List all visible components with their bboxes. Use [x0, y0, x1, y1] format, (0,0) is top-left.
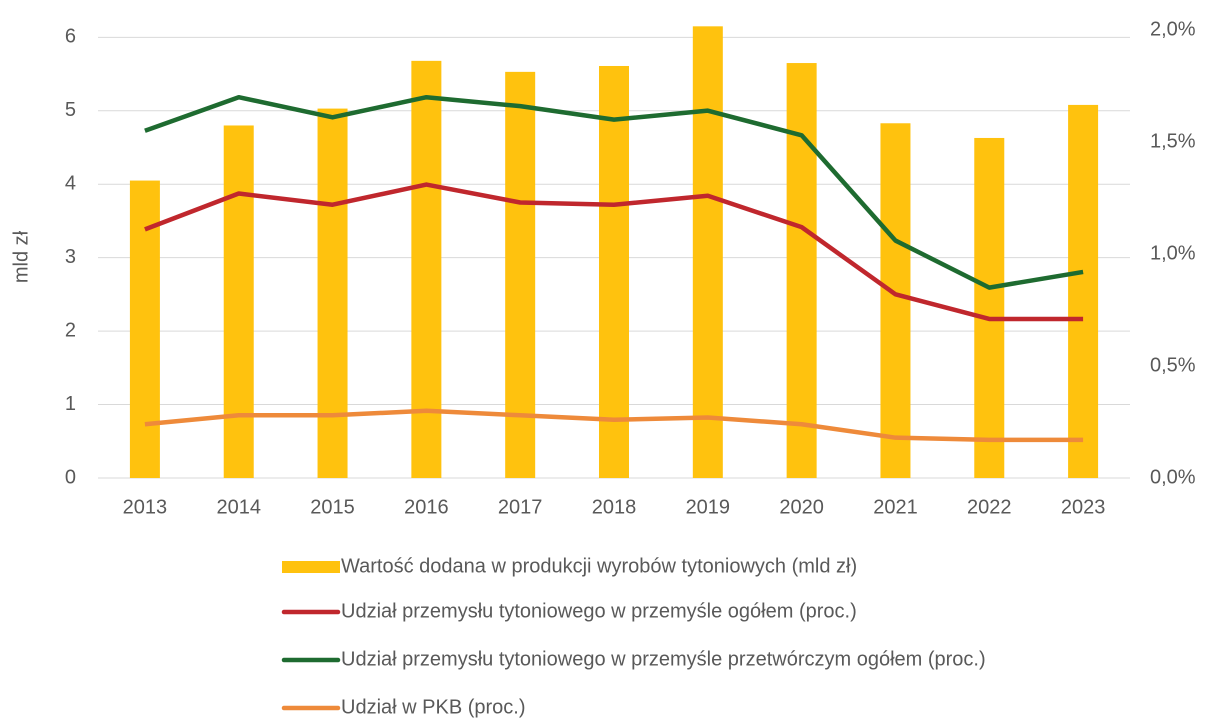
y-tick-label: 2 — [65, 319, 76, 341]
bar — [599, 65, 629, 479]
legend-label: Udział w PKB (proc.) — [341, 696, 526, 718]
bar — [1068, 104, 1099, 479]
y-tick-label: 1 — [65, 393, 76, 415]
y-tick-label: 4 — [65, 173, 76, 195]
bar — [692, 26, 723, 478]
bar — [505, 71, 536, 478]
x-tick-label: 2019 — [686, 496, 731, 518]
y2-tick-label: 1,0% — [1150, 242, 1196, 264]
y2-tick-label: 0,5% — [1150, 354, 1196, 376]
x-tick-label: 2018 — [592, 496, 637, 518]
x-tick-label: 2021 — [873, 496, 918, 518]
y-tick-label: 0 — [65, 466, 76, 488]
bar — [880, 123, 911, 479]
legend-label: Udział przemysłu tytoniowego w przemyśle… — [341, 648, 986, 670]
y2-tick-label: 1,5% — [1150, 130, 1196, 152]
bar — [317, 108, 348, 478]
x-tick-label: 2017 — [498, 496, 543, 518]
bar — [223, 125, 254, 479]
legend-swatch — [282, 561, 340, 573]
y2-tick-label: 0,0% — [1150, 466, 1196, 488]
x-tick-label: 2015 — [310, 496, 355, 518]
legend-label: Wartość dodana w produkcji wyrobów tyton… — [341, 555, 857, 577]
bar — [129, 180, 160, 478]
bar — [974, 137, 1005, 478]
y-axis-label: mld zł — [10, 230, 32, 283]
x-tick-label: 2022 — [967, 496, 1012, 518]
x-tick-label: 2020 — [779, 496, 824, 518]
x-tick-label: 2014 — [216, 496, 261, 518]
x-tick-label: 2016 — [404, 496, 449, 518]
x-tick-label: 2013 — [123, 496, 168, 518]
legend-label: Udział przemysłu tytoniowego w przemyśle… — [341, 600, 857, 622]
y-tick-label: 5 — [65, 99, 76, 121]
bar — [786, 63, 817, 478]
x-tick-label: 2023 — [1061, 496, 1106, 518]
line — [144, 182, 1084, 322]
line — [144, 408, 1084, 443]
y-tick-label: 3 — [65, 246, 76, 268]
bar — [411, 60, 442, 479]
line — [144, 94, 1084, 290]
y-tick-label: 6 — [65, 26, 76, 48]
y2-tick-label: 2,0% — [1150, 18, 1196, 40]
